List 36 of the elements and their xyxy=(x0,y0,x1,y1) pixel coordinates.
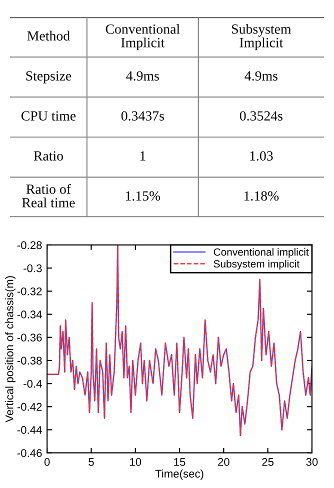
text: Stepsize xyxy=(26,71,72,84)
y-tick-label: -0.46 xyxy=(17,449,42,457)
y-tick-label: -0.38 xyxy=(17,356,42,365)
legend-label: Conventional implicit xyxy=(214,248,309,258)
x-tick-label: 10 xyxy=(130,458,142,466)
y-tick-label: -0.28 xyxy=(17,241,42,250)
x-tick-label: 5 xyxy=(88,458,94,466)
text: 1 xyxy=(140,151,146,160)
x-tick-label: 25 xyxy=(262,458,274,466)
y-tick-label: -0.32 xyxy=(17,287,42,296)
y-tick-label: -0.34 xyxy=(17,310,42,318)
y-tick-label: -0.3 xyxy=(24,264,42,272)
text: 4.9ms xyxy=(244,71,278,81)
y-axis-title: Vertical position of chassis(m) xyxy=(5,276,16,422)
text: Subsystem Implicit xyxy=(232,24,292,50)
text: Conventional Implicit xyxy=(106,24,180,50)
text: Method xyxy=(27,30,70,41)
y-tick-label: -0.44 xyxy=(17,426,42,434)
legend-label: Subsystem implicit xyxy=(214,260,300,270)
text: 1.15% xyxy=(126,191,160,201)
x-tick-label: 20 xyxy=(218,458,230,466)
text: Ratio of Real time xyxy=(22,184,75,208)
y-tick-label: -0.4 xyxy=(24,380,42,388)
x-tick-label: 0 xyxy=(44,458,50,466)
text: 1.03 xyxy=(250,151,273,161)
y-tick-label: -0.42 xyxy=(17,402,42,411)
x-tick-label: 15 xyxy=(174,458,186,466)
text: 0.3524s xyxy=(240,111,282,121)
text: 0.3437s xyxy=(121,111,164,121)
text: 4.9ms xyxy=(126,71,159,81)
text: 1.18% xyxy=(244,191,279,201)
text: CPU time xyxy=(21,111,76,121)
y-tick-label: -0.36 xyxy=(17,334,42,342)
x-axis-title: Time(sec) xyxy=(155,469,204,480)
text: Ratio xyxy=(34,151,63,161)
x-tick-label: 30 xyxy=(306,458,318,466)
